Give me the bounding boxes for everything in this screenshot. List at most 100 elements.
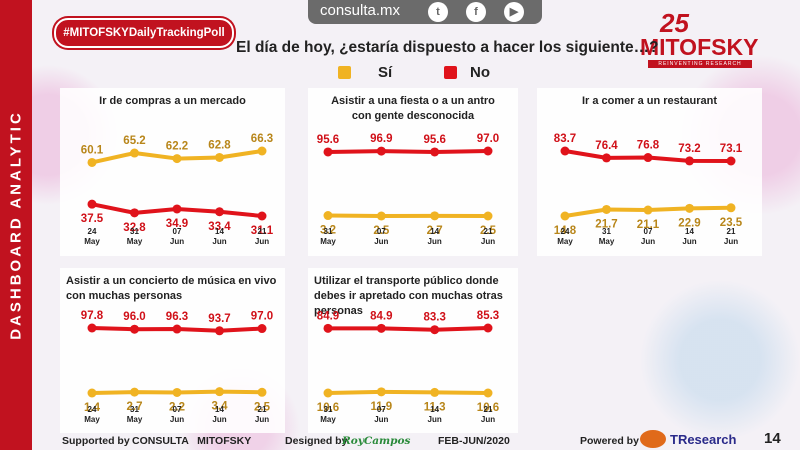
- footer-consulta: CONSULTA MITOFSKY: [132, 435, 252, 447]
- data-point: [215, 152, 224, 162]
- tick-label-day: 21: [727, 227, 736, 236]
- data-point: [483, 146, 493, 156]
- tick-label-day: 14: [215, 405, 224, 414]
- data-label: 2.5: [254, 401, 271, 413]
- data-point: [87, 323, 97, 333]
- tick-label-day: 07: [173, 405, 182, 414]
- footer-supported: Supported by: [62, 435, 130, 447]
- tick-label-month: Jun: [428, 237, 442, 246]
- tick-label-month: May: [84, 237, 100, 246]
- sidebar-title: DASHBOARD ANALYTIC: [7, 110, 25, 340]
- tick-label-month: Jun: [481, 415, 495, 424]
- data-point: [483, 211, 493, 221]
- tick-label-day: 14: [685, 227, 694, 236]
- data-label: 96.0: [123, 311, 145, 323]
- data-label: 95.6: [423, 134, 445, 146]
- data-point: [215, 326, 224, 336]
- footer-period: FEB-JUN/2020: [438, 435, 510, 447]
- tick-label-day: 21: [484, 405, 493, 414]
- data-label: 85.3: [477, 310, 499, 322]
- data-label: 32.8: [123, 222, 146, 234]
- legend-yes-swatch: [338, 66, 351, 79]
- data-point: [643, 205, 653, 215]
- data-point: [430, 147, 440, 157]
- data-point: [215, 387, 224, 397]
- data-point: [726, 156, 736, 166]
- data-point: [602, 153, 611, 163]
- data-point: [215, 207, 224, 217]
- tick-label-day: 07: [173, 227, 182, 236]
- data-label: 83.3: [423, 312, 445, 324]
- data-point: [257, 387, 267, 397]
- data-label: 83.7: [554, 133, 576, 145]
- data-point: [376, 146, 386, 156]
- youtube-icon[interactable]: ▶: [504, 2, 524, 22]
- data-label: 2.2: [169, 401, 185, 413]
- data-point: [483, 388, 493, 398]
- data-label: 84.9: [317, 310, 339, 322]
- twitter-icon[interactable]: t: [428, 2, 448, 22]
- tick-label-month: Jun: [170, 415, 184, 424]
- chart-panel-fiesta: Asistir a una fiesta o a un antro con ge…: [308, 88, 518, 256]
- tick-label-day: 31: [602, 227, 611, 236]
- data-label: 62.2: [166, 141, 188, 153]
- data-label: 2.5: [373, 225, 390, 237]
- tick-label-month: May: [84, 415, 100, 424]
- data-point: [685, 203, 694, 213]
- data-point: [323, 323, 333, 333]
- tick-label-day: 14: [430, 405, 439, 414]
- data-label: 76.4: [595, 140, 618, 152]
- data-label: 10.6: [317, 402, 339, 414]
- tick-label-month: May: [599, 237, 615, 246]
- data-label: 21.7: [595, 218, 617, 230]
- page-number: 14: [764, 430, 781, 447]
- data-label: 2.5: [480, 225, 497, 237]
- tick-label-day: 21: [258, 227, 267, 236]
- tick-label-month: May: [127, 237, 143, 246]
- tick-label-month: Jun: [170, 237, 184, 246]
- data-point: [87, 388, 97, 398]
- tick-label-day: 14: [430, 227, 439, 236]
- tick-label-day: 14: [215, 227, 224, 236]
- tick-label-month: Jun: [212, 237, 226, 246]
- data-point: [560, 211, 570, 221]
- legend-yes-label: Sí: [378, 64, 393, 81]
- chart-svg: 1.4 2.7 2.2 3.4 2.597.8 96.0 96.3 93.7 97.024May…: [81, 310, 273, 424]
- data-point: [172, 154, 182, 164]
- tick-label-day: 31: [130, 227, 139, 236]
- site-link[interactable]: consulta.mx: [320, 2, 401, 19]
- data-label: 37.5: [81, 213, 104, 225]
- chart-panel-transporte: Utilizar el transporte público donde deb…: [308, 268, 518, 433]
- data-label: 95.6: [317, 134, 339, 146]
- tick-label-month: Jun: [724, 237, 738, 246]
- data-label: 23.5: [720, 217, 743, 229]
- data-point: [130, 148, 139, 158]
- data-label: 2.7: [427, 225, 443, 237]
- tick-label-month: Jun: [255, 237, 269, 246]
- data-label: 31.1: [251, 225, 274, 237]
- data-point: [87, 199, 97, 209]
- tick-label-day: 24: [88, 227, 97, 236]
- tick-label-month: Jun: [374, 237, 388, 246]
- facebook-icon[interactable]: f: [466, 2, 486, 22]
- tick-label-day: 07: [644, 227, 653, 236]
- chart-title: Ir a comer a un restaurant: [581, 95, 718, 107]
- data-label: 22.9: [678, 217, 700, 229]
- data-point: [376, 211, 386, 221]
- hashtag-badge: #MITOFSKYDailyTrackingPoll: [54, 18, 234, 48]
- legend-no-swatch: [444, 66, 457, 79]
- data-label: 1.4: [84, 402, 101, 414]
- chart-svg: 14.8 21.7 21.1 22.9 23.5 83.7 76.4 76.8 73.2 73.1…: [554, 133, 743, 246]
- series-line-yes: [327, 389, 489, 395]
- data-point: [257, 211, 267, 221]
- tick-label-month: May: [320, 237, 336, 246]
- tick-label-day: 21: [484, 227, 493, 236]
- data-label: 76.8: [637, 140, 660, 152]
- data-point: [130, 387, 139, 397]
- logo-number: 25: [660, 8, 689, 38]
- chart-svg: 3.2 2.5 2.7 2.595.6 96.9 95.6 97.031May07Jun14…: [317, 133, 499, 246]
- data-label: 93.7: [208, 313, 230, 325]
- tick-label-month: Jun: [481, 237, 495, 246]
- data-label: 96.3: [166, 311, 188, 323]
- data-point: [130, 324, 139, 334]
